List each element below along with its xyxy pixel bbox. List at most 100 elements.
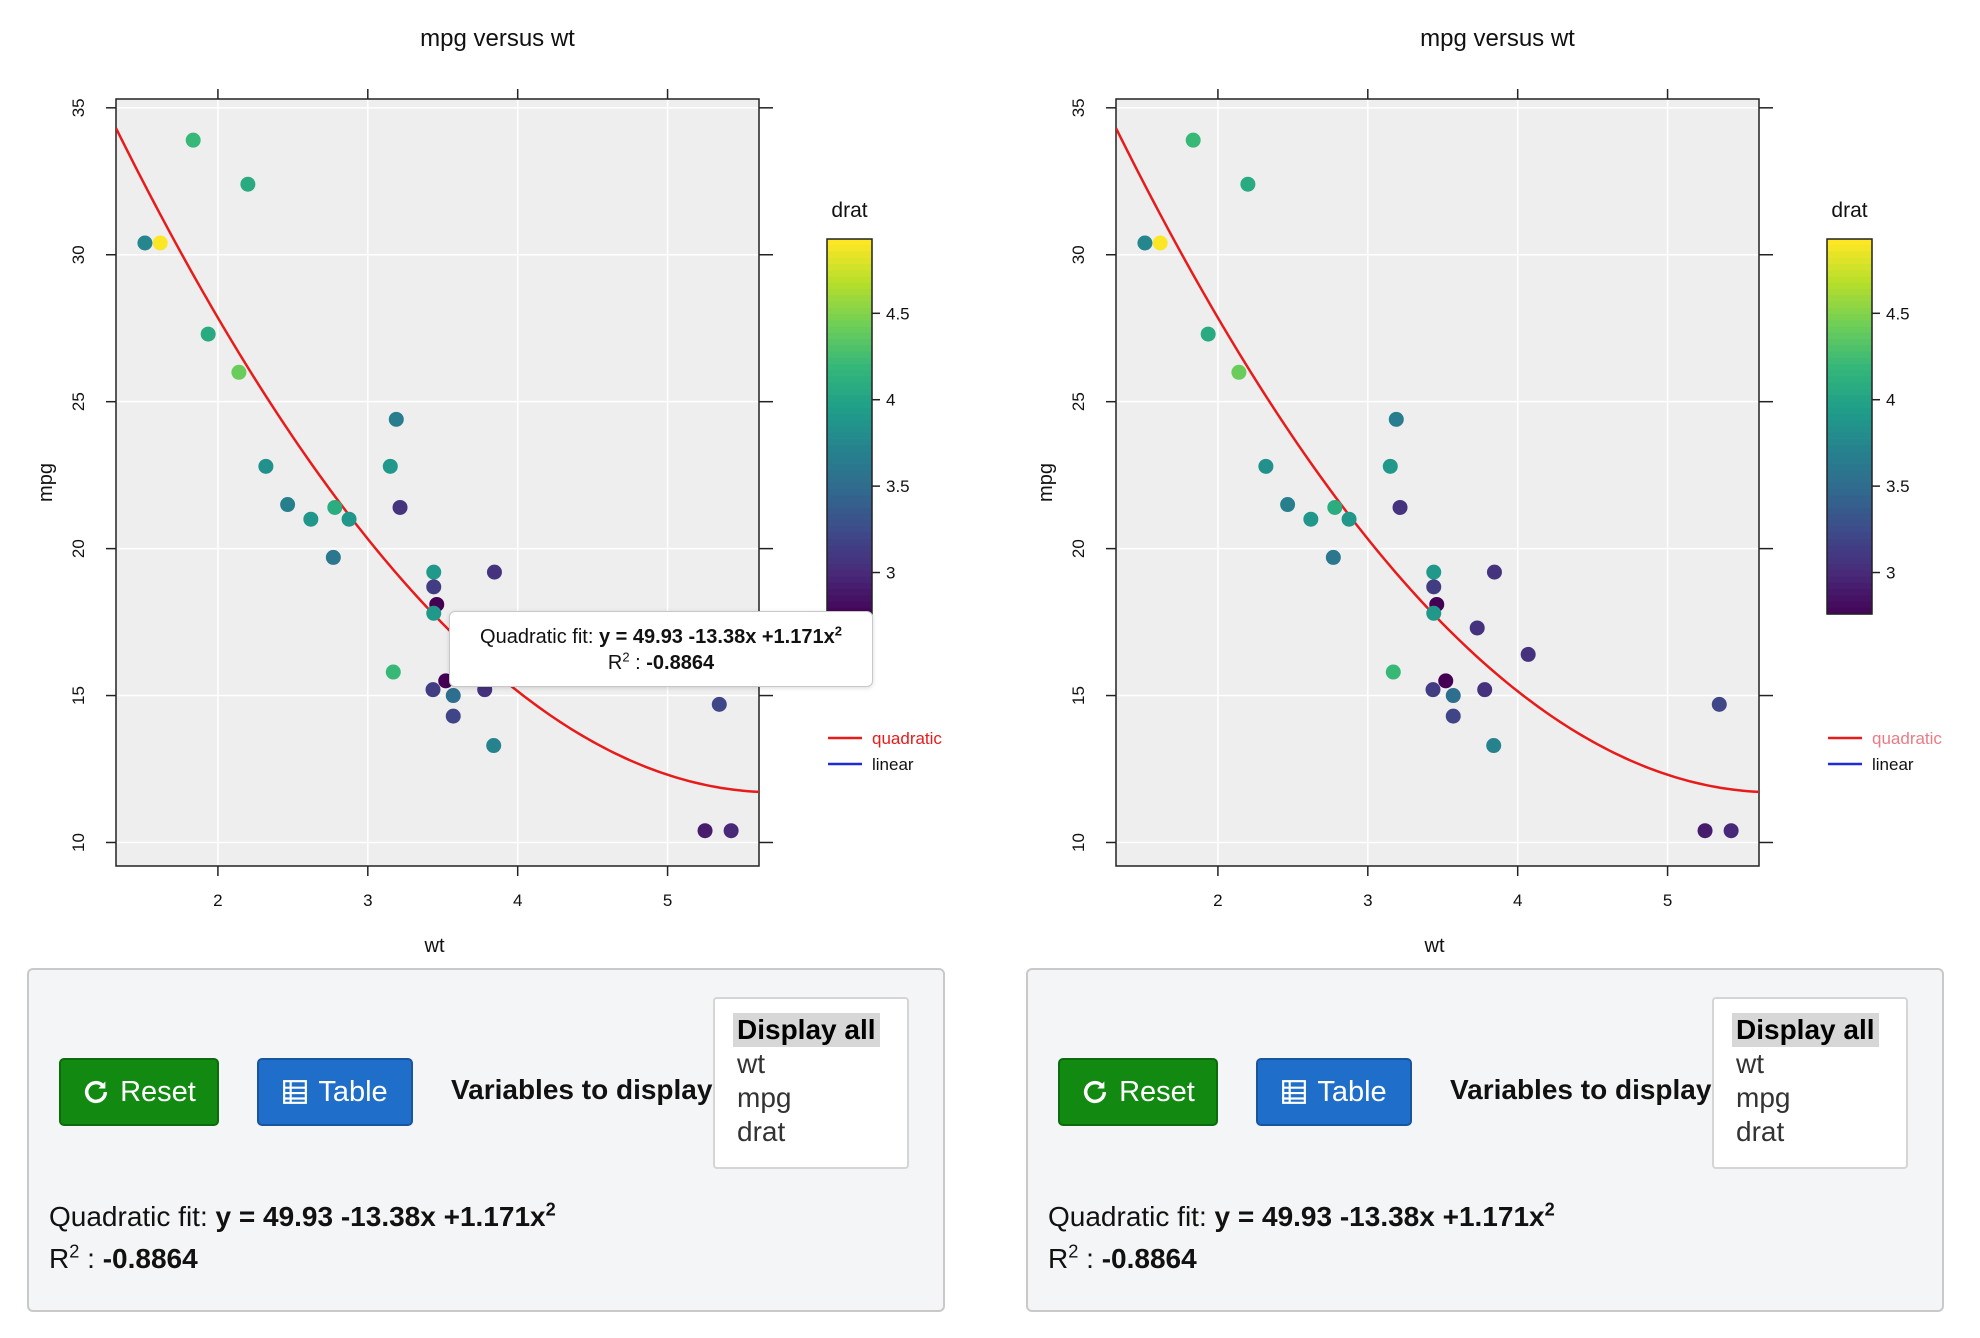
tooltip-fit-equation: y = 49.93 -13.38x +1.171x	[598, 626, 835, 648]
chart-title: mpg versus wt	[420, 25, 575, 52]
data-point	[1425, 682, 1441, 698]
option-wt[interactable]: wt	[1736, 1048, 1764, 1079]
option-wt[interactable]: wt	[737, 1048, 765, 1079]
colorbar-tick-label: 3	[886, 564, 895, 583]
reset-button[interactable]: Reset	[59, 1058, 219, 1126]
data-point	[697, 823, 713, 839]
r-label: R	[49, 1243, 70, 1274]
colorbar-segment	[1827, 532, 1872, 540]
colorbar-tick-label: 4	[1886, 391, 1895, 410]
colorbar-segment	[827, 595, 872, 603]
data-point	[200, 326, 216, 342]
colorbar-segment	[827, 501, 872, 509]
colorbar-segment	[1827, 376, 1872, 384]
colorbar-segment	[827, 407, 872, 415]
colorbar-segment	[1827, 314, 1872, 321]
data-point	[152, 235, 168, 251]
chart-title: mpg versus wt	[1420, 25, 1575, 52]
colorbar-segment	[1827, 339, 1872, 346]
colorbar-segment	[1827, 439, 1872, 446]
y-tick-label: 20	[1069, 539, 1088, 558]
y-tick-label: 10	[69, 833, 88, 852]
variables-select[interactable]: Display all wt mpg drat	[1712, 997, 1908, 1169]
data-point	[388, 411, 404, 427]
colorbar-segment	[1827, 301, 1872, 309]
colorbar-segment	[827, 326, 872, 334]
scatter-chart-left: 2 3 4 5 10 15 20 25 30 35 mpg versus wt wt mpg drat 3 3…	[35, 25, 942, 957]
x-tick-label: 4	[1513, 891, 1522, 910]
option-drat[interactable]: drat	[1736, 1116, 1785, 1147]
control-panel-right: Reset Table Variables to display Display…	[1026, 968, 1944, 1312]
colorbar-segment	[827, 395, 872, 403]
colorbar-segment	[1827, 489, 1872, 496]
colorbar-segment	[1827, 245, 1872, 253]
colorbar-segment	[1827, 607, 1872, 615]
data-point	[1382, 458, 1398, 474]
tooltip-r-label: R	[607, 652, 623, 674]
colorbar-segment	[827, 370, 872, 378]
tooltip-line-1: Quadratic fit: y = 49.93 -13.38x +1.171x…	[450, 624, 872, 650]
colorbar-segment	[827, 357, 872, 365]
colorbar-segment	[1827, 601, 1872, 609]
colorbar-segment	[827, 507, 872, 515]
colorbar-segment	[827, 314, 872, 321]
data-point	[1240, 176, 1256, 192]
table-button-label: Table	[318, 1075, 388, 1108]
colorbar-segment	[827, 389, 872, 396]
data-point	[1697, 823, 1713, 839]
reset-button[interactable]: Reset	[1058, 1058, 1218, 1126]
table-button[interactable]: Table	[257, 1058, 413, 1126]
colorbar-tick-label: 3.5	[1886, 477, 1910, 496]
colorbar-segment	[827, 432, 872, 440]
colorbar-segment	[1827, 257, 1872, 265]
r-exponent: 2	[1068, 1241, 1079, 1262]
colorbar-segment	[1827, 464, 1872, 471]
colorbar-segment	[827, 495, 872, 503]
r-value: -0.8864	[1101, 1243, 1197, 1274]
option-display-all[interactable]: Display all	[1732, 1013, 1879, 1047]
colorbar-segment	[1827, 345, 1872, 353]
colorbar-segment	[827, 351, 872, 359]
colorbar-segment	[827, 401, 872, 409]
colorbar-segment	[827, 532, 872, 540]
table-button[interactable]: Table	[1256, 1058, 1412, 1126]
colorbar-segment	[827, 276, 872, 284]
colorbar-segment	[827, 332, 872, 340]
colorbar-segment	[827, 470, 872, 478]
plot-panel	[116, 99, 759, 866]
colorbar-title: drat	[831, 199, 867, 222]
data-point	[445, 688, 461, 704]
colorbar-segment	[1827, 457, 1872, 465]
option-drat[interactable]: drat	[737, 1116, 786, 1147]
refresh-icon	[85, 1080, 108, 1104]
scatter-chart-right: 2 3 4 5 10 15 20 25 30 35 mpg versus wt wt mpg drat 3 3…	[1035, 25, 1942, 957]
colorbar-segment	[827, 307, 872, 315]
colorbar-segment	[1827, 445, 1872, 453]
plot-frame	[115, 98, 760, 867]
colorbar-segment	[827, 289, 872, 296]
y-tick-label: 25	[69, 392, 88, 411]
fit-label: Quadratic fit:	[49, 1201, 208, 1232]
option-mpg[interactable]: mpg	[737, 1082, 792, 1113]
y-tick-label: 35	[1069, 98, 1088, 117]
colorbar-tick-label: 3	[1886, 564, 1895, 583]
colorbar-segment	[827, 376, 872, 384]
colorbar-segment	[827, 257, 872, 265]
colorbar-segment	[827, 339, 872, 346]
data-point	[240, 176, 256, 192]
colorbar-segment	[1827, 495, 1872, 503]
variables-select[interactable]: Display all wt mpg drat	[713, 997, 909, 1169]
data-point	[1280, 497, 1296, 513]
y-tick-label: 30	[69, 245, 88, 264]
plot-right: 2 3 4 5 10 15 20 25 30 35 mpg versus wt wt mpg drat 3 3…	[1000, 0, 1980, 960]
option-display-all[interactable]: Display all	[733, 1013, 880, 1047]
data-point	[1341, 511, 1357, 527]
data-point	[1385, 664, 1401, 680]
data-point	[486, 564, 502, 580]
data-point	[1445, 708, 1461, 724]
data-point	[486, 738, 502, 754]
option-mpg[interactable]: mpg	[1736, 1082, 1791, 1113]
colorbar-tick-label: 4	[886, 391, 895, 410]
data-point	[1137, 235, 1153, 251]
colorbar-segment	[827, 557, 872, 565]
